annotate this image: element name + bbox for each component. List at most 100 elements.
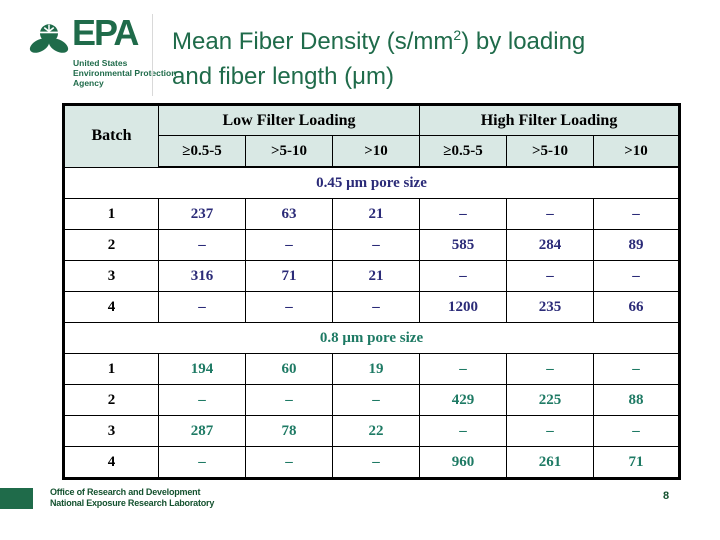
range-header-cell: >10 <box>331 135 421 168</box>
value-cell: – <box>419 198 508 230</box>
value-cell: 21 <box>331 198 421 230</box>
value-cell: – <box>331 229 421 261</box>
epa-sub-line: Environmental Protection <box>73 68 177 78</box>
section-row: 0.8 μm pore size <box>62 322 681 354</box>
low-loading-header: Low Filter Loading <box>157 104 421 136</box>
footer-accent-bar <box>0 488 33 509</box>
value-cell: 1200 <box>419 291 508 323</box>
value-cell: – <box>331 446 421 479</box>
value-cell: 60 <box>245 353 333 385</box>
value-cell: 429 <box>419 384 508 416</box>
value-cell: 71 <box>593 446 681 479</box>
table-row: 3 287 78 22– – – <box>63 415 681 447</box>
value-cell: 960 <box>419 446 508 479</box>
value-cell: – <box>158 384 246 416</box>
range-header-row: ≥0.5-5 >5-10 >10 ≥0.5-5 >5-10 >10 <box>64 135 681 168</box>
fiber-density-table: Batch Low Filter Loading High Filter Loa… <box>62 103 682 480</box>
value-cell: – <box>593 260 681 292</box>
high-loading-header: High Filter Loading <box>419 104 681 136</box>
value-cell: 284 <box>506 229 595 261</box>
table-row: 2– – –585 284 89 <box>63 229 681 261</box>
range-header-cell: ≥0.5-5 <box>158 135 246 168</box>
range-header-cell: >10 <box>593 135 681 168</box>
value-cell: – <box>419 415 508 447</box>
value-cell: 89 <box>593 229 681 261</box>
footer-org-line2: National Exposure Research Laboratory <box>50 497 215 508</box>
value-cell: 22 <box>331 415 421 447</box>
table-row: 1 237 63 21– – – <box>63 198 681 230</box>
value-cell: – <box>419 353 508 385</box>
range-header-cell: ≥0.5-5 <box>419 135 508 168</box>
table-body: 0.45 μm pore size 1 237 63 21– – –2– – –585 284 89… <box>62 166 681 479</box>
table-row: 1 194 60 19– – – <box>63 353 681 385</box>
batch-cell: 4 <box>63 291 159 323</box>
value-cell: – <box>593 198 681 230</box>
batch-cell: 1 <box>63 198 159 230</box>
value-cell: – <box>245 384 333 416</box>
value-cell: 88 <box>593 384 681 416</box>
value-cell: 225 <box>506 384 595 416</box>
value-cell: 194 <box>158 353 246 385</box>
title-divider <box>152 14 153 96</box>
value-cell: 235 <box>506 291 595 323</box>
footer-org-line1: Office of Research and Development <box>50 487 201 497</box>
value-cell: – <box>245 291 333 323</box>
value-cell: – <box>158 291 246 323</box>
batch-cell: 1 <box>63 353 159 385</box>
batch-cell: 3 <box>63 260 159 292</box>
table-row: 4– – –1200 235 66 <box>63 291 681 323</box>
footer-org: Office of Research and Development Natio… <box>50 487 214 508</box>
title-line2: and fiber length (μm) <box>172 63 394 90</box>
epa-agency-name: United States Environmental Protection A… <box>73 58 178 88</box>
range-header-cell: >5-10 <box>245 135 333 168</box>
epa-logo: EPA United States Environmental Protecti… <box>28 12 178 88</box>
value-cell: 78 <box>245 415 333 447</box>
epa-sub-line: Agency <box>73 78 104 88</box>
page-title: Mean Fiber Density (s/mm2) by loading an… <box>172 18 712 94</box>
value-cell: – <box>506 198 595 230</box>
value-cell: 21 <box>331 260 421 292</box>
title-superscript: 2 <box>453 27 462 43</box>
epa-sub-line: United States <box>73 58 128 68</box>
value-cell: – <box>331 384 421 416</box>
value-cell: 71 <box>245 260 333 292</box>
value-cell: – <box>593 353 681 385</box>
value-cell: – <box>245 229 333 261</box>
batch-cell: 2 <box>63 229 159 261</box>
title-line1-post: ) by loading <box>461 28 586 55</box>
epa-flower-icon <box>29 24 69 53</box>
value-cell: – <box>593 415 681 447</box>
range-header-cell: >5-10 <box>506 135 595 168</box>
value-cell: 19 <box>331 353 421 385</box>
value-cell: – <box>331 291 421 323</box>
batch-cell: 3 <box>63 415 159 447</box>
value-cell: 316 <box>158 260 246 292</box>
value-cell: – <box>506 353 595 385</box>
pore-size-section-label: 0.8 μm pore size <box>62 322 681 354</box>
value-cell: – <box>419 260 508 292</box>
value-cell: – <box>158 446 246 479</box>
title-line1-pre: Mean Fiber Density (s/mm <box>172 28 454 55</box>
value-cell: – <box>506 415 595 447</box>
value-cell: 66 <box>593 291 681 323</box>
value-cell: – <box>245 446 333 479</box>
value-cell: – <box>158 229 246 261</box>
page-number: 8 <box>663 490 670 502</box>
table-row: 4– – –960 261 71 <box>63 446 681 479</box>
group-header-row: Batch Low Filter Loading High Filter Loa… <box>63 104 681 168</box>
table-row: 2– – –429 225 88 <box>63 384 681 416</box>
value-cell: 63 <box>245 198 333 230</box>
value-cell: 287 <box>158 415 246 447</box>
value-cell: 585 <box>419 229 508 261</box>
batch-header-cell: Batch <box>63 104 159 168</box>
batch-cell: 4 <box>63 446 159 479</box>
batch-cell: 2 <box>63 384 159 416</box>
value-cell: – <box>506 260 595 292</box>
pore-size-section-label: 0.45 μm pore size <box>62 166 681 199</box>
table-row: 3 316 71 21– – – <box>63 260 681 292</box>
section-row: 0.45 μm pore size <box>62 166 681 199</box>
value-cell: 261 <box>506 446 595 479</box>
value-cell: 237 <box>158 198 246 230</box>
epa-wordmark: EPA <box>72 12 139 53</box>
